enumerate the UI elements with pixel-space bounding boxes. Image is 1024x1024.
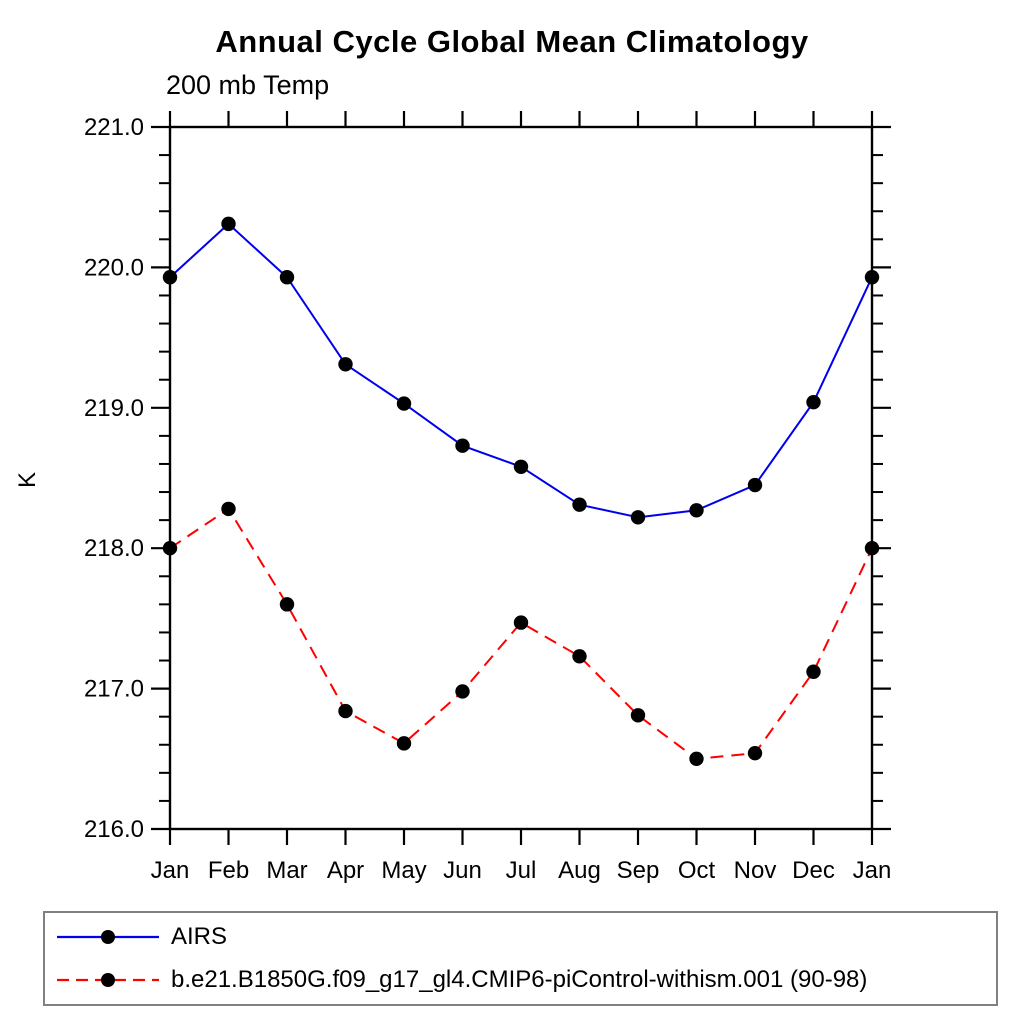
data-point-marker <box>689 751 704 766</box>
data-point-marker <box>455 438 470 453</box>
data-point-marker <box>396 736 412 751</box>
legend-item-model: b.e21.B1850G.f09_g17_gl4.CMIP6-piControl… <box>49 960 996 1000</box>
x-tick-label: Aug <box>558 857 601 884</box>
legend-marker-icon <box>101 973 115 988</box>
data-point-marker <box>162 270 178 285</box>
data-point-marker <box>864 270 880 285</box>
x-tick-label: Dec <box>792 857 835 884</box>
legend-label-airs: AIRS <box>171 922 228 950</box>
data-point-marker <box>747 477 763 493</box>
legend-marker-icon <box>101 929 115 944</box>
data-point-marker <box>279 597 295 612</box>
x-tick-label: Oct <box>678 857 716 884</box>
data-point-marker <box>806 394 821 410</box>
data-point-marker <box>572 497 587 512</box>
y-tick-label: 216.0 <box>84 816 144 843</box>
data-point-marker <box>630 708 646 723</box>
x-tick-label: May <box>381 857 426 884</box>
data-point-marker <box>396 396 412 411</box>
y-tick-label: 218.0 <box>84 535 144 562</box>
x-tick-label: Jan <box>151 857 190 884</box>
data-point-marker <box>806 664 821 679</box>
chart-title: Annual Cycle Global Mean Climatology <box>215 24 809 59</box>
data-point-marker <box>455 684 470 699</box>
data-point-marker <box>221 501 236 517</box>
x-tick-label: Feb <box>208 857 249 884</box>
x-tick-label: Jan <box>853 857 892 884</box>
data-point-marker <box>162 541 178 556</box>
y-tick-label: 220.0 <box>84 254 144 281</box>
chart-subtitle: 200 mb Temp <box>166 70 330 100</box>
data-point-marker <box>864 541 880 556</box>
x-tick-label: Jul <box>506 857 537 884</box>
data-point-marker <box>572 649 587 664</box>
data-point-marker <box>513 459 529 474</box>
data-point-marker <box>513 615 529 630</box>
data-point-marker <box>338 703 353 719</box>
plot-border <box>168 125 874 831</box>
legend-item-airs: AIRS <box>49 917 996 957</box>
legend-sample-airs <box>57 929 159 944</box>
data-point-marker <box>221 216 236 232</box>
y-tick-label: 219.0 <box>84 395 144 422</box>
y-tick-label: 221.0 <box>84 114 144 141</box>
legend-box: AIRS b.e21.B1850G.f09_g17_gl4.CMIP6-piCo… <box>43 911 998 1006</box>
x-tick-label: Nov <box>734 857 777 884</box>
y-tick-label: 217.0 <box>84 676 144 703</box>
x-tick-label: Jun <box>443 857 482 884</box>
data-point-marker <box>630 510 646 525</box>
data-point-marker <box>279 270 295 285</box>
data-point-marker <box>689 503 704 518</box>
x-tick-label: Sep <box>617 857 660 884</box>
x-tick-label: Mar <box>266 857 307 884</box>
data-point-marker <box>338 357 353 372</box>
series-line-1 <box>169 507 873 760</box>
data-point-marker <box>747 745 763 761</box>
x-tick-label: Apr <box>327 857 364 884</box>
legend-sample-model <box>57 973 159 988</box>
legend-label-model: b.e21.B1850G.f09_g17_gl4.CMIP6-piControl… <box>171 966 868 994</box>
